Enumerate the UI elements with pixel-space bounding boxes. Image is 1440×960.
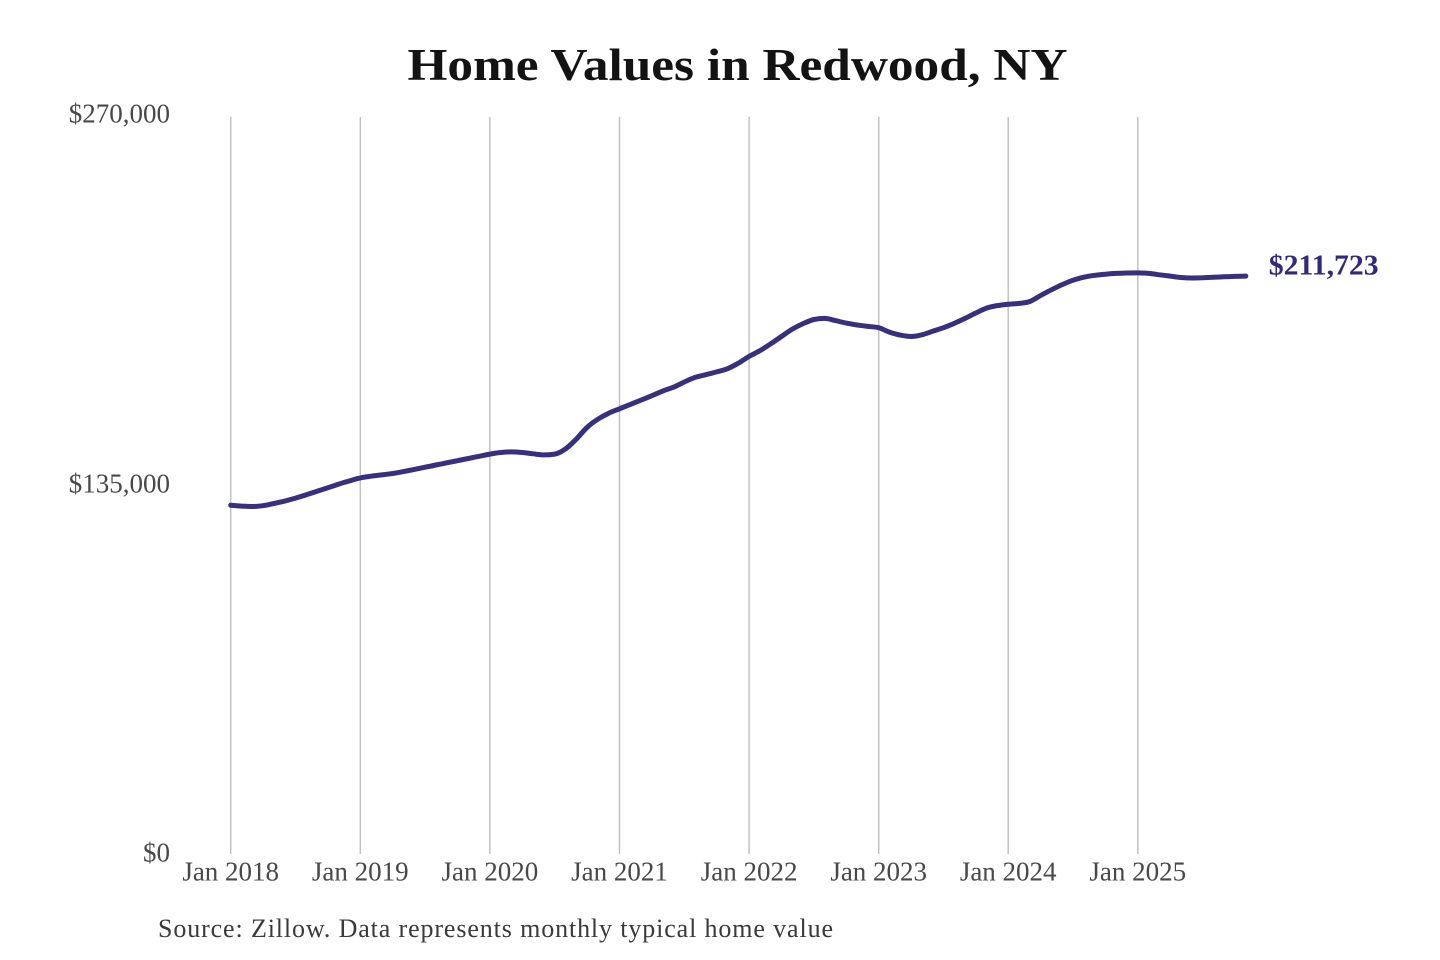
- svg-text:Jan 2020: Jan 2020: [442, 857, 539, 887]
- svg-text:Jan 2023: Jan 2023: [830, 857, 927, 887]
- svg-text:$0: $0: [143, 838, 170, 868]
- svg-text:Jan 2022: Jan 2022: [701, 857, 798, 887]
- svg-text:Home Values in Redwood, NY: Home Values in Redwood, NY: [408, 40, 1068, 90]
- svg-text:Jan 2021: Jan 2021: [571, 857, 668, 887]
- svg-text:$211,723: $211,723: [1269, 251, 1379, 282]
- svg-text:Jan 2024: Jan 2024: [960, 857, 1057, 887]
- svg-text:$135,000: $135,000: [69, 469, 170, 499]
- svg-text:Jan 2018: Jan 2018: [182, 857, 279, 887]
- svg-text:Jan 2019: Jan 2019: [312, 857, 409, 887]
- svg-text:$270,000: $270,000: [69, 99, 170, 129]
- svg-text:Source: Zillow. Data represent: Source: Zillow. Data represents monthly …: [158, 914, 833, 943]
- svg-text:Jan 2025: Jan 2025: [1089, 857, 1186, 887]
